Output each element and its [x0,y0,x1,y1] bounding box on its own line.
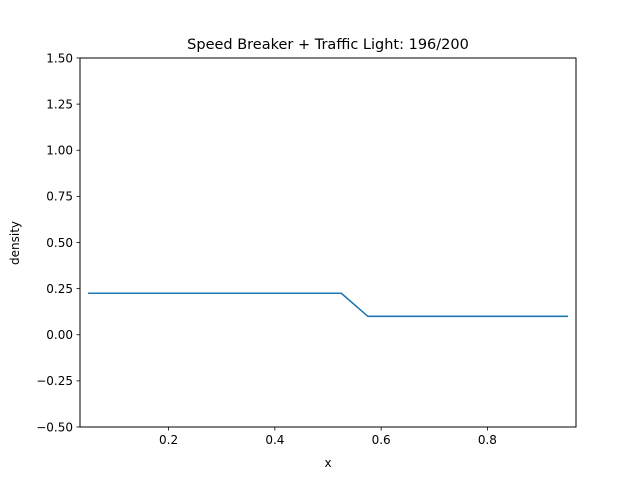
y-tick-label: −0.25 [36,374,73,388]
y-tick-label: 1.25 [46,97,73,111]
y-tick-label: 0.50 [46,236,73,250]
y-axis-label: density [8,221,22,265]
y-axis-ticks: −0.50 −0.25 0.00 0.25 0.50 0.75 1.00 1.25 1.50 [36,51,80,434]
y-tick-label: −0.50 [36,420,73,434]
y-tick-label: 0.00 [46,328,73,342]
axes-frame [79,57,577,428]
y-tick-label: 1.00 [46,144,73,158]
y-tick-label: 0.25 [46,282,73,296]
x-tick-label: 0.8 [478,433,497,447]
x-tick-label: 0.6 [372,433,391,447]
density-line [88,292,568,318]
x-axis-label: x [324,456,331,470]
y-tick-label: 0.75 [46,190,73,204]
x-tick-label: 0.2 [159,433,178,447]
plot-area [88,292,568,318]
y-tick-label: 1.50 [46,51,73,65]
x-axis-ticks: 0.2 0.4 0.6 0.8 [159,427,497,447]
chart-title: Speed Breaker + Traffic Light: 196/200 [187,37,469,53]
x-tick-label: 0.4 [265,433,284,447]
